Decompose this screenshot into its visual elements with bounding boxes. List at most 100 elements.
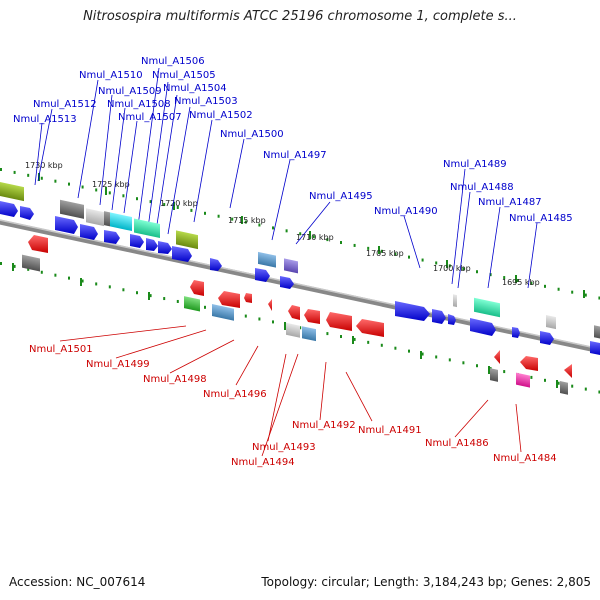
major-tick bbox=[105, 187, 107, 195]
gene-label[interactable]: Nmul_A1502 bbox=[189, 110, 253, 121]
gene-label[interactable]: Nmul_A1508 bbox=[107, 99, 171, 110]
gene-arrow[interactable] bbox=[28, 235, 48, 253]
reverse-gene-labels: Nmul_A1501 Nmul_A1499 Nmul_A1498 Nmul_A1… bbox=[29, 344, 557, 468]
gene-label[interactable]: Nmul_A1485 bbox=[509, 213, 573, 224]
gene-label[interactable]: Nmul_A1488 bbox=[450, 182, 514, 193]
gene-label[interactable]: Nmul_A1487 bbox=[478, 197, 542, 208]
gene-label[interactable]: Nmul_A1506 bbox=[141, 56, 205, 67]
gene-box[interactable] bbox=[286, 322, 300, 338]
tick-dot bbox=[149, 294, 152, 298]
gene-arrow[interactable] bbox=[210, 258, 222, 271]
gene-label[interactable]: Nmul_A1497 bbox=[263, 150, 327, 161]
gene-label[interactable]: Nmul_A1494 bbox=[231, 457, 295, 468]
gene-label[interactable]: Nmul_A1495 bbox=[309, 191, 373, 202]
gene-label[interactable]: Nmul_A1500 bbox=[220, 129, 284, 140]
gene-arrow[interactable] bbox=[564, 364, 572, 378]
major-tick bbox=[80, 278, 82, 286]
gene-box[interactable] bbox=[212, 304, 234, 321]
gene-label[interactable]: Nmul_A1496 bbox=[203, 389, 267, 400]
gene-arrow[interactable] bbox=[395, 301, 430, 321]
gene-label[interactable]: Nmul_A1512 bbox=[33, 99, 97, 110]
gene-box[interactable] bbox=[134, 218, 160, 239]
gene-box[interactable] bbox=[258, 251, 276, 268]
gene-arrow[interactable] bbox=[540, 331, 554, 345]
gene-label[interactable]: Nmul_A1493 bbox=[252, 442, 316, 453]
tick-dot bbox=[272, 226, 274, 230]
tick-dot bbox=[68, 182, 70, 186]
gene-label[interactable]: Nmul_A1505 bbox=[152, 70, 216, 81]
gene-box[interactable] bbox=[516, 372, 530, 388]
gene-box[interactable] bbox=[176, 230, 198, 250]
gene-label[interactable]: Nmul_A1498 bbox=[143, 374, 207, 385]
gene-arrow[interactable] bbox=[158, 241, 172, 254]
gene-arrow[interactable] bbox=[280, 276, 294, 289]
gene-arrow[interactable] bbox=[356, 319, 384, 337]
gene-label[interactable]: Nmul_A1504 bbox=[163, 83, 227, 94]
gene-label[interactable]: Nmul_A1499 bbox=[86, 359, 150, 370]
tick-dot bbox=[367, 340, 370, 344]
gene-box[interactable] bbox=[86, 208, 104, 227]
gene-box[interactable] bbox=[0, 182, 24, 202]
gene-arrow[interactable] bbox=[520, 356, 538, 371]
gene-arrow[interactable] bbox=[288, 305, 300, 320]
gene-label[interactable]: Nmul_A1489 bbox=[443, 159, 507, 170]
gene-arrow[interactable] bbox=[268, 299, 272, 311]
gene-arrow[interactable] bbox=[326, 312, 352, 331]
gene-arrow[interactable] bbox=[80, 224, 98, 240]
gene-box[interactable] bbox=[60, 199, 84, 219]
gene-arrow[interactable] bbox=[255, 268, 270, 282]
tick-label-1730: 1730 kbp bbox=[25, 161, 63, 170]
gene-label[interactable]: Nmul_A1486 bbox=[425, 438, 489, 449]
gene-arrow[interactable] bbox=[104, 230, 120, 244]
gene-box[interactable] bbox=[594, 325, 600, 339]
gene-arrow[interactable] bbox=[172, 246, 192, 262]
gene-arrow[interactable] bbox=[55, 216, 78, 234]
gene-arrow[interactable] bbox=[20, 206, 34, 220]
gene-box[interactable] bbox=[490, 368, 498, 382]
reverse-genes bbox=[22, 235, 572, 395]
gene-label[interactable]: Nmul_A1510 bbox=[79, 70, 143, 81]
gene-box[interactable] bbox=[546, 315, 556, 330]
gene-label[interactable]: Nmul_A1509 bbox=[98, 86, 162, 97]
gene-box[interactable] bbox=[110, 212, 132, 232]
tick-dot bbox=[68, 276, 70, 280]
gene-arrow[interactable] bbox=[590, 341, 600, 355]
gene-arrow[interactable] bbox=[146, 238, 158, 251]
gene-arrow[interactable] bbox=[432, 309, 446, 324]
gene-label[interactable]: Nmul_A1491 bbox=[358, 425, 422, 436]
gene-arrow[interactable] bbox=[244, 293, 252, 303]
gene-arrow[interactable] bbox=[130, 234, 144, 248]
gene-arrow[interactable] bbox=[512, 327, 520, 338]
gene-label[interactable]: Nmul_A1513 bbox=[13, 114, 77, 125]
gene-arrow[interactable] bbox=[448, 314, 456, 325]
gene-label[interactable]: Nmul_A1492 bbox=[292, 420, 356, 431]
gene-label[interactable]: Nmul_A1507 bbox=[118, 112, 182, 123]
gene-box[interactable] bbox=[453, 294, 457, 308]
gene-box[interactable] bbox=[22, 254, 40, 272]
tick-dot bbox=[598, 296, 600, 300]
gene-arrow[interactable] bbox=[190, 280, 204, 296]
gene-label[interactable]: Nmul_A1501 bbox=[29, 344, 93, 355]
tick-dot bbox=[353, 243, 356, 247]
gene-box[interactable] bbox=[104, 211, 110, 227]
tick-dot bbox=[394, 252, 397, 256]
major-tick bbox=[583, 290, 585, 298]
gene-label[interactable]: Nmul_A1503 bbox=[174, 96, 238, 107]
tick-dot bbox=[27, 173, 30, 177]
tick-dot bbox=[326, 238, 329, 242]
gene-box[interactable] bbox=[560, 381, 568, 395]
gene-box[interactable] bbox=[302, 326, 316, 342]
gene-box[interactable] bbox=[184, 296, 200, 312]
gene-arrow[interactable] bbox=[218, 291, 240, 308]
gene-box[interactable] bbox=[284, 258, 298, 274]
tick-dot bbox=[95, 188, 98, 192]
gene-box[interactable] bbox=[474, 297, 500, 318]
gene-arrow[interactable] bbox=[494, 350, 500, 364]
gene-arrow[interactable] bbox=[304, 309, 320, 324]
tick-dot bbox=[380, 249, 383, 253]
gene-arrow[interactable] bbox=[470, 318, 496, 336]
gene-label[interactable]: Nmul_A1490 bbox=[374, 206, 438, 217]
gene-label[interactable]: Nmul_A1484 bbox=[493, 453, 557, 464]
gene-arrow[interactable] bbox=[0, 201, 18, 217]
